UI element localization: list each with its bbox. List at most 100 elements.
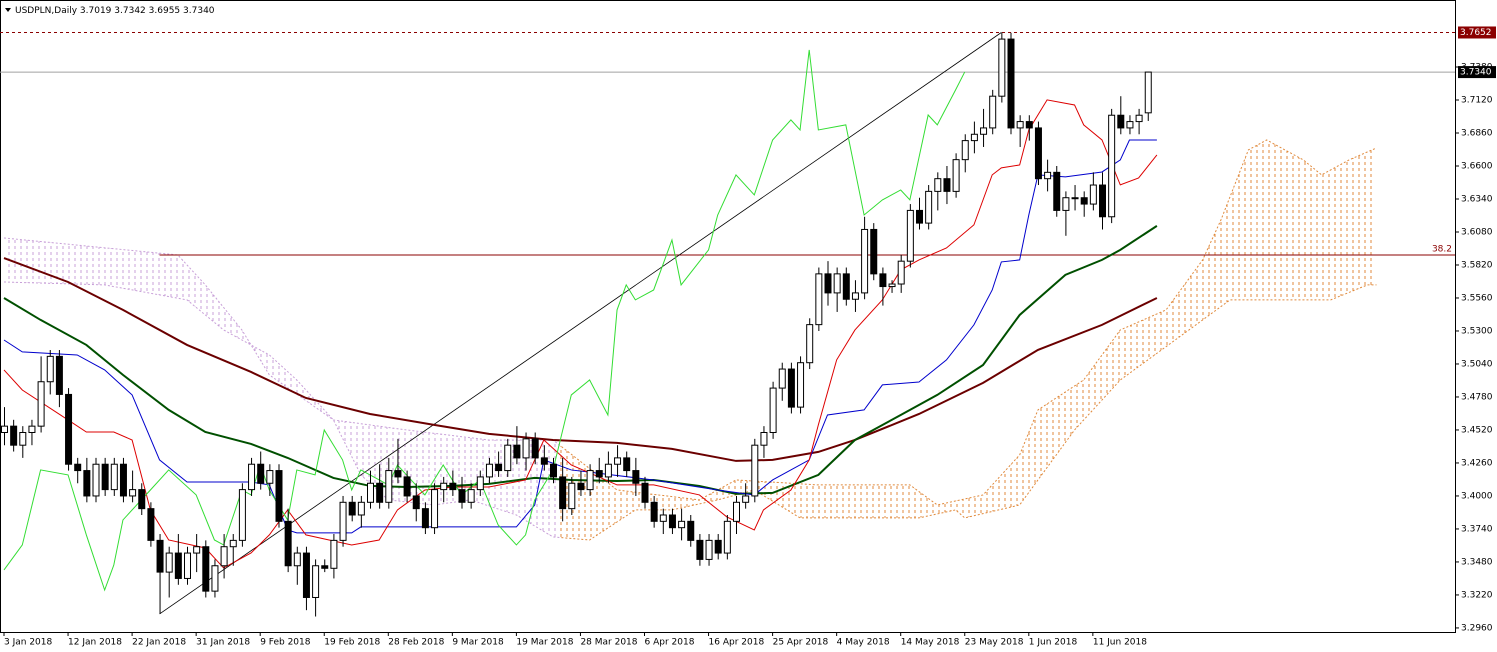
candle-body [248,463,256,491]
candle-body [10,425,18,446]
candle-body [293,552,301,567]
candle-body [367,482,374,503]
candle-body [540,457,548,465]
y-tick-label: 3.5820 [1461,260,1493,270]
x-tick-label: 19 Feb 2018 [324,638,380,648]
candle-body [806,324,814,364]
y-tick-label: 3.6600 [1461,161,1493,171]
candle-body [824,273,832,294]
candle-body [586,470,594,491]
price-tag [1458,26,1496,39]
candle-body [696,539,704,560]
close-label: 3.7340 [183,6,215,16]
candle-body [211,565,219,592]
y-tick-label: 3.5560 [1461,293,1493,303]
candle-body [1080,197,1088,205]
candle-body [476,476,484,491]
candle-body [302,552,310,598]
candle-body [787,368,795,408]
candle-body [74,463,82,472]
low-label: 3.6955 [149,6,181,16]
candle-body [604,463,612,478]
candle-body [623,457,631,472]
candle-body [687,520,695,541]
candle-body [668,514,676,529]
candle-body [742,495,750,503]
ichimoku-cloud [4,237,560,538]
candle-body [833,273,841,294]
y-tick-label: 3.5300 [1461,326,1493,336]
candle-body [1044,171,1052,180]
price-tag [1458,66,1496,79]
candle-body [989,95,997,129]
candle-body [202,546,210,592]
candle-body [110,463,118,491]
candle-body [495,463,503,472]
candle-body [897,260,905,285]
candle-body [980,127,988,135]
candle-body [92,463,100,497]
candle-body [394,470,402,478]
y-tick-label: 3.4520 [1461,425,1493,435]
candle-body [174,552,182,579]
candle-body [385,470,393,503]
cloud-span [3,281,560,539]
candle-body [614,457,622,465]
candle-body [165,552,173,573]
candle-body [119,463,127,497]
candle-body [275,470,283,522]
candle-body [760,432,768,446]
candle-body [357,501,365,516]
chart-title: USDPLN,Daily 3.7019 3.7342 3.6955 3.7340 [15,6,215,16]
candle-body [1025,121,1033,129]
candle-body [193,546,201,554]
candle-body [705,539,713,560]
candle-body [1,425,8,434]
candle-body [851,292,859,300]
candle-body [220,546,228,567]
candle-body [238,489,246,541]
x-tick-label: 3 Jan 2018 [4,638,52,648]
y-tick-label: 3.4000 [1461,491,1493,501]
candle-body [970,133,978,142]
candle-body [595,470,603,478]
candle-body [147,508,155,541]
x-tick-label: 23 May 2018 [965,638,1024,648]
candle-body [46,355,54,383]
candle-body [778,368,786,389]
y-tick-label: 3.3740 [1461,524,1493,534]
x-tick-label: 6 Apr 2018 [645,638,695,648]
candle-body [550,463,557,478]
x-tick-label: 9 Feb 2018 [260,638,311,648]
candle-body [431,489,439,529]
y-tick-label: 3.6860 [1461,128,1493,138]
y-tick-label: 3.6080 [1461,227,1493,237]
candle-body [458,489,466,503]
candle-body [339,501,347,541]
candle-body [83,470,91,497]
x-tick-label: 28 Mar 2018 [580,638,637,648]
candle-body [1053,171,1061,211]
candle-body [751,444,759,497]
x-tick-label: 25 Apr 2018 [773,638,829,648]
trendline [159,32,1002,615]
candle-body [568,482,576,510]
candle-body [330,539,338,569]
candle-body [522,438,530,459]
candle-body [952,159,960,192]
y-tick-label: 3.3220 [1461,590,1493,600]
y-tick-label: 3.3480 [1461,557,1493,567]
candle-body [650,501,658,522]
candle-body [998,38,1006,97]
symbol: USDPLN,Daily [15,6,78,16]
candle-body [961,140,969,161]
y-tick-label: 3.4260 [1461,458,1493,468]
candle-body [55,355,63,395]
candle-body [229,539,237,548]
y-tick-label: 3.7120 [1461,96,1493,106]
candle-body [138,489,146,510]
candle-body [577,482,585,491]
x-tick-label: 22 Jan 2018 [132,638,186,648]
candle-body [467,489,475,503]
